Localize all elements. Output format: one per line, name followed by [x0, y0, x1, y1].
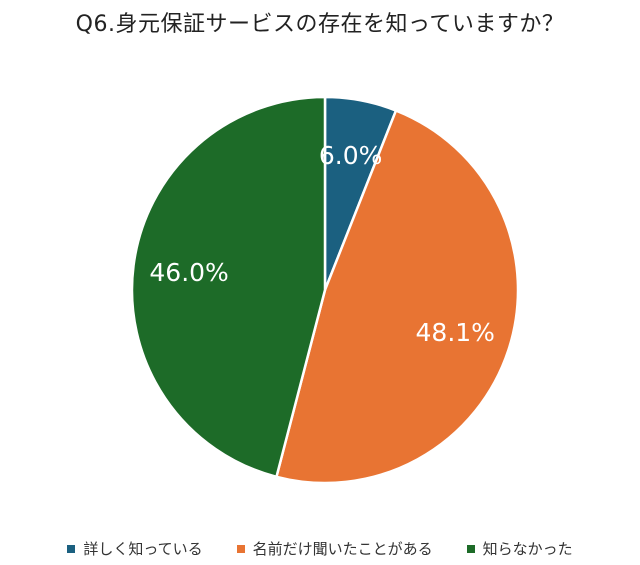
pie-slice-name-only: [275, 109, 520, 485]
slice-label-detailed: 6.0%: [319, 141, 383, 170]
legend-swatch-unaware: [466, 544, 475, 553]
legend-swatch-name-only: [236, 544, 245, 553]
slice-label-name-only: 48.1%: [416, 318, 495, 347]
legend-label-unaware: 知らなかった: [482, 540, 573, 558]
pie-slice-unaware: [130, 95, 327, 479]
legend-item-name-only: 名前だけ聞いたことがある: [236, 538, 433, 559]
legend-item-detailed: 詳しく知っている: [67, 538, 203, 559]
legend-label-name-only: 名前だけ聞いたことがある: [252, 540, 433, 558]
pie-labels: 6.0% 48.1% 46.0%: [149, 141, 495, 347]
legend-item-unaware: 知らなかった: [466, 538, 573, 559]
slice-label-unaware: 46.0%: [149, 258, 228, 287]
chart-title: Q6.身元保証サービスの存在を知っていますか？: [75, 12, 565, 37]
legend: 詳しく知っている 名前だけ聞いたことがある 知らなかった: [0, 538, 640, 559]
pie-slices: [130, 95, 520, 485]
legend-label-detailed: 詳しく知っている: [83, 540, 203, 558]
legend-swatch-detailed: [67, 544, 76, 553]
